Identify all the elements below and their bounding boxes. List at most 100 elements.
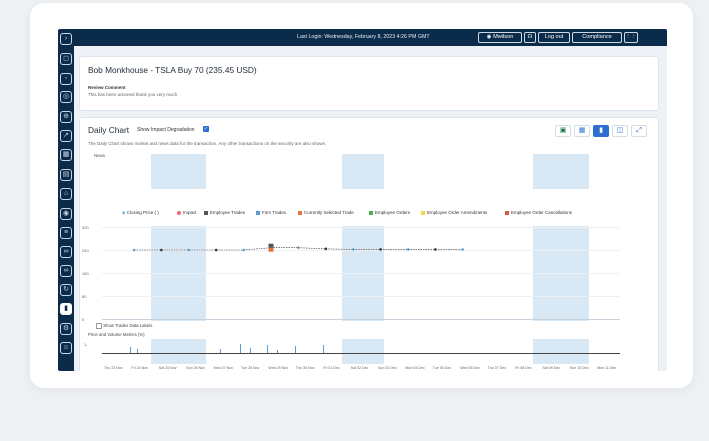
legend-item[interactable]: Employee Orders [369, 210, 410, 215]
list-icon[interactable]: ≡ [60, 227, 72, 239]
top-bar: Last Login: Wednesday, February 8, 2023 … [74, 29, 667, 46]
documents-icon[interactable]: ▤ [60, 169, 72, 181]
refresh-icon[interactable]: ↻ [60, 284, 72, 296]
price-line-segment [243, 247, 272, 251]
metrics-label: Price and Volume Metrics (%) [88, 332, 145, 337]
show-trades-labels-text: Show Trades Data Labels [103, 323, 153, 329]
employee-orders-swatch [369, 210, 373, 215]
legend-item[interactable]: Employee Order Amendments [421, 210, 487, 215]
archive-button[interactable]: ◫ [612, 125, 628, 137]
chat-icon[interactable]: ◻ [60, 53, 72, 65]
x-tick-label: Fri 08 Dec [515, 366, 532, 370]
legend-label: Employee Order Amendments [427, 210, 488, 215]
x-tick-label: Mon 27 Nov [213, 366, 233, 370]
x-axis-line [102, 319, 620, 320]
legend-label: Closing Price ( ) [126, 210, 159, 215]
calendar-icon[interactable]: ▦ [60, 149, 72, 161]
x-tick-label: Sun 26 Nov [186, 366, 205, 370]
trend-icon[interactable]: ↗ [60, 130, 72, 142]
gridline [102, 273, 620, 274]
legend-item[interactable]: Impact [177, 210, 197, 215]
price-line-segment [325, 248, 354, 250]
x-tick-label: Tue 05 Dec [432, 366, 452, 370]
app-window: › ◻ ◦ ◎ ⊕ ↗ ▦ ▤ ⌂ ◉ ≡ ∞ ∞ ↻ ▮ ⚙ ☺ Last L… [58, 29, 667, 371]
collapse-icon[interactable]: › [60, 33, 72, 45]
x-tick-label: Sat 09 Dec [542, 366, 561, 370]
volume-bar [323, 345, 324, 353]
globe-icon[interactable]: ⊕ [60, 111, 72, 123]
sidebar: › ◻ ◦ ◎ ⊕ ↗ ▦ ▤ ⌂ ◉ ≡ ∞ ∞ ↻ ▮ ⚙ ☺ [58, 29, 74, 371]
volume-bar [220, 349, 221, 353]
impact-swatch [177, 210, 181, 215]
chart-icon[interactable]: ▮ [60, 303, 72, 315]
x-tick-label: Sat 25 Nov [158, 366, 177, 370]
legend-item[interactable]: ◆ Closing Price ( ) [122, 210, 159, 216]
x-tick-label: Sun 03 Dec [378, 366, 397, 370]
closing-price-swatch: ◆ [122, 210, 127, 215]
employee-trade-marker[interactable] [268, 243, 274, 248]
trades-labels-checkbox[interactable] [96, 323, 102, 329]
y-tick: 80 [82, 294, 87, 299]
settings-icon[interactable]: ⚙ [60, 323, 72, 335]
volume-bar [277, 350, 278, 353]
chart-description: The Daily Chart shows market and news da… [88, 141, 327, 146]
bar-chart-icon: ▮ [599, 127, 603, 134]
price-point[interactable] [160, 248, 163, 252]
news-weekend-band [151, 154, 206, 189]
price-point[interactable] [324, 247, 328, 251]
apps-button[interactable]: ⋮⋮ [624, 32, 638, 43]
bank-icon[interactable]: ⌂ [60, 188, 72, 200]
gridline [102, 250, 620, 251]
volume-bar [240, 344, 241, 353]
show-trades-labels-toggle[interactable]: Show Trades Data Labels [96, 323, 152, 329]
excel-export-button[interactable]: ▣ [555, 125, 571, 137]
support-button[interactable]: ☊ [524, 32, 536, 43]
price-line-segment [298, 247, 326, 250]
alerts-icon[interactable]: ◎ [60, 91, 72, 103]
table-view-button[interactable]: ▦ [574, 125, 590, 137]
order-cancellations-swatch [505, 210, 509, 215]
last-login-text: Last Login: Wednesday, February 8, 2023 … [297, 34, 430, 40]
selected-trade-marker[interactable] [268, 247, 274, 252]
selected-trade-swatch [298, 210, 302, 215]
y-tick: 240 [82, 248, 89, 253]
users-icon[interactable]: ◦ [60, 73, 72, 85]
review-comment-label: Review Comment [88, 85, 126, 90]
user-name: Mwilson [493, 34, 514, 40]
impact-toggle-label: Show Impact Degradation [137, 127, 195, 133]
y-tick: 160 [82, 271, 89, 276]
binoculars-icon[interactable]: ∞ [60, 265, 72, 277]
y-tick: 320 [82, 225, 89, 230]
daily-chart-panel: Daily Chart Show Impact Degradation ✓ Th… [79, 117, 659, 371]
x-tick-label: Sun 10 Dec [569, 366, 589, 370]
volume-bar [295, 346, 296, 353]
x-tick-label: Fri 24 Nov [131, 366, 148, 370]
volume-bar [250, 348, 251, 353]
legend-item[interactable]: Firm Trades [256, 210, 286, 215]
user-button[interactable]: ◉ Mwilson [478, 32, 522, 43]
legend-item[interactable]: Employee Trades [204, 210, 245, 215]
chart-title: Daily Chart [88, 125, 130, 135]
expand-button[interactable]: ⤢ [631, 125, 647, 137]
support-icon[interactable]: ☺ [60, 342, 72, 354]
chart-view-button[interactable]: ▮ [593, 125, 609, 137]
legend-item[interactable]: Currently Selected Trade [298, 210, 354, 215]
impact-checkbox[interactable]: ✓ [203, 126, 209, 132]
network-icon[interactable]: ∞ [60, 246, 72, 258]
x-tick-label: Wed 06 Dec [460, 366, 480, 370]
compliance-button[interactable]: Compliance [572, 32, 622, 43]
review-comment-text: This has been actioned thank you very mu… [88, 92, 178, 97]
metrics-weekend-band [342, 339, 384, 364]
x-tick-label: Tue 28 Nov [241, 366, 260, 370]
news-weekend-band [342, 154, 384, 189]
surveillance-icon[interactable]: ◉ [60, 208, 72, 220]
volume-bar [137, 349, 138, 353]
firm-trades-swatch [256, 210, 260, 215]
logout-button[interactable]: Log out [538, 32, 570, 43]
metrics-tick: 1.. [84, 342, 89, 347]
review-title: Bob Monkhouse - TSLA Buy 70 (235.45 USD) [88, 65, 257, 75]
legend-item[interactable]: Employee Order Cancellations [505, 210, 572, 215]
x-tick-label: Sat 02 Dec [350, 366, 369, 370]
legend-label: Firm Trades [262, 210, 287, 215]
price-point[interactable] [461, 248, 465, 251]
